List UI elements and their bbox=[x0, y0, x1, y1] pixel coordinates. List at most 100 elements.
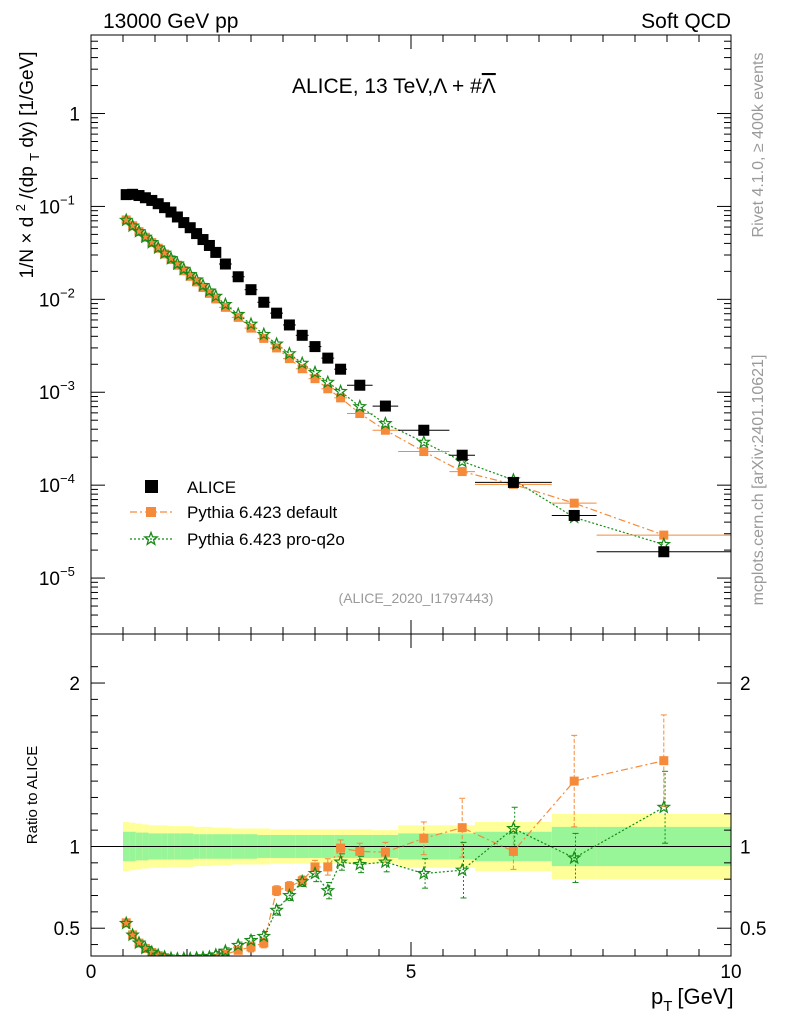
y-tick-exponent: −4 bbox=[60, 471, 75, 486]
y-tick-exponent: −2 bbox=[60, 285, 75, 300]
proq2o-point bbox=[170, 256, 185, 271]
proq2o-point bbox=[176, 261, 192, 276]
alice-point bbox=[197, 234, 209, 246]
proq2o-point bbox=[150, 240, 166, 255]
x-tick-label: 0 bbox=[86, 962, 97, 983]
proq2o-ratio-line bbox=[125, 806, 665, 956]
proq2o-ratio-point bbox=[269, 902, 284, 917]
alice-point bbox=[171, 211, 183, 223]
default-point bbox=[128, 221, 138, 231]
proq2o-point bbox=[202, 283, 217, 298]
y-axis-label: 1/N × d 2 /(dp T dy) [1/GeV] bbox=[9, 52, 44, 279]
default-point bbox=[153, 243, 163, 253]
default-ratio-point bbox=[179, 955, 189, 956]
default-ratio-point bbox=[508, 846, 518, 856]
main-panel-marks bbox=[118, 188, 731, 558]
default-ratio-point bbox=[140, 943, 150, 953]
legend: ALICE Pythia 6.423 default Pythia 6.423 … bbox=[130, 478, 345, 549]
default-point bbox=[246, 323, 256, 333]
alice-point bbox=[203, 239, 215, 251]
alice-point bbox=[191, 228, 203, 240]
alice-point bbox=[159, 202, 171, 214]
proq2o-point bbox=[157, 245, 172, 260]
ratio-y-tick-label-right: 0.5 bbox=[740, 919, 766, 940]
alice-point bbox=[309, 341, 321, 353]
proq2o-point bbox=[269, 336, 284, 351]
default-ratio-point bbox=[284, 882, 294, 892]
proq2o-point bbox=[333, 383, 348, 398]
default-point bbox=[134, 227, 144, 237]
alice-point bbox=[283, 319, 295, 331]
default-point bbox=[172, 260, 182, 270]
default-point bbox=[336, 393, 346, 403]
default-point bbox=[457, 467, 467, 477]
proq2o-ratio-point bbox=[454, 862, 470, 877]
default-point bbox=[147, 238, 157, 248]
ratio-y-tick-label: 0.5 bbox=[54, 919, 80, 940]
default-point bbox=[355, 409, 365, 419]
proq2o-ratio-point bbox=[208, 947, 224, 956]
default-point bbox=[569, 498, 579, 508]
default-point bbox=[179, 266, 189, 276]
proq2o-point bbox=[416, 434, 432, 449]
proq2o-ratio-point bbox=[307, 865, 323, 880]
default-point bbox=[140, 232, 150, 242]
proq2o-series-line bbox=[125, 219, 664, 546]
proq2o-ratio-point bbox=[566, 850, 582, 865]
proq2o-point bbox=[138, 229, 153, 244]
default-ratio-point bbox=[186, 956, 195, 965]
default-point bbox=[121, 215, 131, 225]
proq2o-point bbox=[144, 234, 160, 249]
proq2o-point bbox=[182, 266, 198, 281]
alice-point bbox=[507, 476, 519, 488]
ratio-y-tick-label-right: 2 bbox=[740, 674, 751, 695]
proq2o-ratio-point bbox=[188, 950, 193, 956]
default-ratio-point bbox=[569, 776, 579, 786]
default-ratio-point bbox=[336, 843, 346, 853]
y-tick-label: 10 bbox=[39, 569, 60, 590]
legend-alice-marker bbox=[145, 480, 158, 493]
proq2o-ratio-point bbox=[416, 865, 432, 880]
legend-default-marker bbox=[146, 507, 156, 517]
alice-point bbox=[296, 329, 308, 341]
default-ratio-point bbox=[272, 886, 282, 896]
alice-point bbox=[271, 307, 283, 319]
alice-point bbox=[165, 206, 177, 218]
legend-default-label: Pythia 6.423 default bbox=[187, 503, 338, 522]
proq2o-point bbox=[307, 364, 323, 379]
proq2o-ratio-point bbox=[230, 937, 246, 952]
default-ratio-point bbox=[160, 953, 170, 956]
default-ratio-point bbox=[380, 847, 390, 857]
proq2o-ratio-point bbox=[202, 949, 217, 956]
default-ratio-point bbox=[147, 947, 157, 956]
alice-point bbox=[258, 296, 270, 308]
proq2o-ratio-point bbox=[189, 950, 204, 956]
proq2o-point bbox=[352, 398, 368, 413]
alice-point bbox=[152, 198, 164, 210]
header-right: Soft QCD bbox=[641, 10, 731, 33]
proq2o-ratio-point bbox=[333, 854, 348, 869]
alice-point bbox=[245, 284, 257, 296]
proq2o-ratio-point bbox=[656, 799, 672, 814]
default-ratio-point bbox=[659, 756, 669, 766]
default-ratio-point bbox=[134, 938, 144, 948]
y-tick-label: 10 bbox=[39, 197, 60, 218]
default-ratio-point bbox=[192, 956, 201, 965]
header-left: 13000 GeV pp bbox=[103, 10, 238, 33]
proq2o-ratio-point bbox=[125, 927, 140, 942]
alice-point bbox=[456, 449, 468, 461]
alice-point bbox=[379, 400, 391, 412]
proq2o-ratio-point bbox=[378, 854, 393, 869]
default-ratio-point bbox=[233, 945, 243, 955]
alice-point bbox=[219, 258, 231, 270]
default-point bbox=[323, 384, 333, 394]
y-tick-exponent: −3 bbox=[60, 378, 75, 393]
legend-proq2o-marker bbox=[143, 530, 159, 546]
default-point bbox=[297, 364, 307, 374]
proq2o-ratio-point bbox=[138, 940, 153, 955]
proq2o-point bbox=[208, 288, 224, 303]
default-point bbox=[259, 333, 269, 343]
proq2o-point bbox=[189, 272, 204, 287]
